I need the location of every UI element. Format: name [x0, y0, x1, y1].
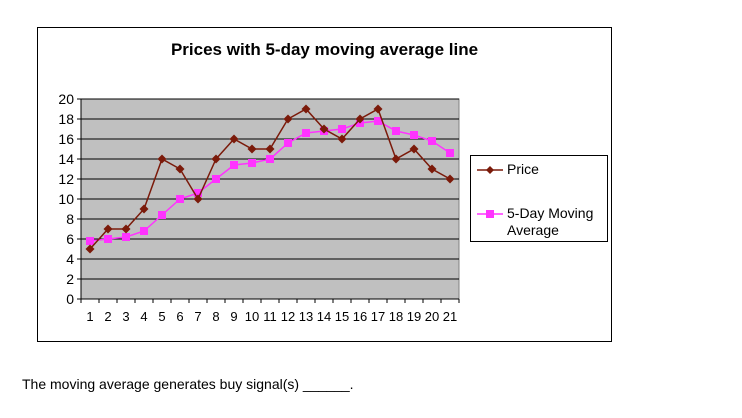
y-tick-label: 14	[58, 151, 74, 167]
price-point	[229, 134, 239, 144]
moving-average-point	[194, 189, 202, 197]
moving-average-point	[122, 233, 130, 241]
moving-average-point	[158, 211, 166, 219]
x-tick-label: 10	[245, 309, 259, 324]
x-tick-label: 2	[104, 309, 111, 324]
price-point	[445, 174, 455, 184]
chart-frame: Prices with 5-day moving average line 0 2…	[37, 27, 612, 342]
legend-item-ma: 5-Day Moving Average	[477, 205, 601, 239]
moving-average-point	[410, 131, 418, 139]
x-tick-label: 17	[371, 309, 385, 324]
y-tick-label: 10	[58, 191, 74, 207]
x-tick-label: 13	[299, 309, 313, 324]
price-point	[319, 124, 329, 134]
moving-average-point	[446, 149, 454, 157]
y-tick-label: 6	[66, 231, 74, 247]
moving-average-point	[86, 237, 94, 245]
moving-average-point	[266, 155, 274, 163]
x-tick-label: 18	[389, 309, 403, 324]
y-tick-label: 0	[66, 291, 74, 307]
y-tick-label: 12	[58, 171, 74, 187]
price-point	[103, 224, 113, 234]
legend-label-ma: 5-Day Moving Average	[507, 205, 594, 238]
x-tick-label: 1	[86, 309, 93, 324]
moving-average-point	[248, 159, 256, 167]
x-tick-label: 6	[176, 309, 183, 324]
moving-average-point	[176, 195, 184, 203]
chart-title: Prices with 5-day moving average line	[170, 40, 479, 59]
moving-average-point	[392, 127, 400, 135]
price-point	[373, 104, 383, 114]
x-tick-label: 9	[230, 309, 237, 324]
x-tick-label: 15	[335, 309, 349, 324]
diamond-marker-icon	[477, 166, 503, 174]
y-tick-label: 4	[66, 251, 74, 267]
price-point	[265, 144, 275, 154]
square-marker-icon	[477, 210, 503, 218]
price-point	[283, 114, 293, 124]
moving-average-point	[338, 125, 346, 133]
x-tick-label: 12	[281, 309, 295, 324]
legend-item-price: Price	[477, 161, 539, 177]
moving-average-point	[212, 175, 220, 183]
x-tick-label: 21	[443, 309, 457, 324]
x-tick-label: 11	[263, 309, 277, 324]
x-tick-label: 3	[122, 309, 129, 324]
y-tick-label: 16	[58, 131, 74, 147]
y-tick-label: 8	[66, 211, 74, 227]
price-point	[409, 144, 419, 154]
x-tick-label: 20	[425, 309, 439, 324]
moving-average-point	[140, 227, 148, 235]
y-tick-label: 18	[58, 111, 74, 127]
x-tick-label: 7	[194, 309, 201, 324]
moving-average-point	[230, 161, 238, 169]
x-tick-label: 8	[212, 309, 219, 324]
legend-label-price: Price	[507, 161, 539, 177]
price-point	[121, 224, 131, 234]
price-point	[139, 204, 149, 214]
price-point	[211, 154, 221, 164]
price-point	[193, 194, 203, 204]
moving-average-point	[104, 235, 112, 243]
price-point	[391, 154, 401, 164]
x-tick-label: 4	[140, 309, 147, 324]
question-text: The moving average generates buy signal(…	[22, 376, 354, 392]
price-point	[427, 164, 437, 174]
price-point	[355, 114, 365, 124]
legend: Price 5-Day Moving Average	[470, 155, 608, 242]
moving-average-point	[302, 129, 310, 137]
x-tick-label: 5	[158, 309, 165, 324]
x-tick-label: 19	[407, 309, 421, 324]
moving-average-point	[374, 117, 382, 125]
moving-average-point	[284, 139, 292, 147]
y-tick-label: 20	[58, 91, 74, 107]
y-tick-label: 2	[66, 271, 74, 287]
x-tick-label: 16	[353, 309, 367, 324]
price-point	[301, 104, 311, 114]
price-point	[337, 134, 347, 144]
price-point	[157, 154, 167, 164]
price-point	[247, 144, 257, 154]
price-point	[175, 164, 185, 174]
moving-average-point	[428, 137, 436, 145]
price-point	[85, 244, 95, 254]
x-tick-label: 14	[317, 309, 331, 324]
